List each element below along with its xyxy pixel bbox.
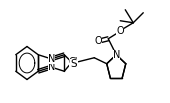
Text: S: S (70, 59, 76, 69)
Text: Cl: Cl (69, 57, 78, 67)
Text: N: N (113, 50, 120, 60)
Text: N: N (48, 54, 55, 64)
Text: O: O (116, 26, 124, 36)
Text: O: O (95, 36, 102, 46)
Text: N: N (48, 62, 55, 72)
